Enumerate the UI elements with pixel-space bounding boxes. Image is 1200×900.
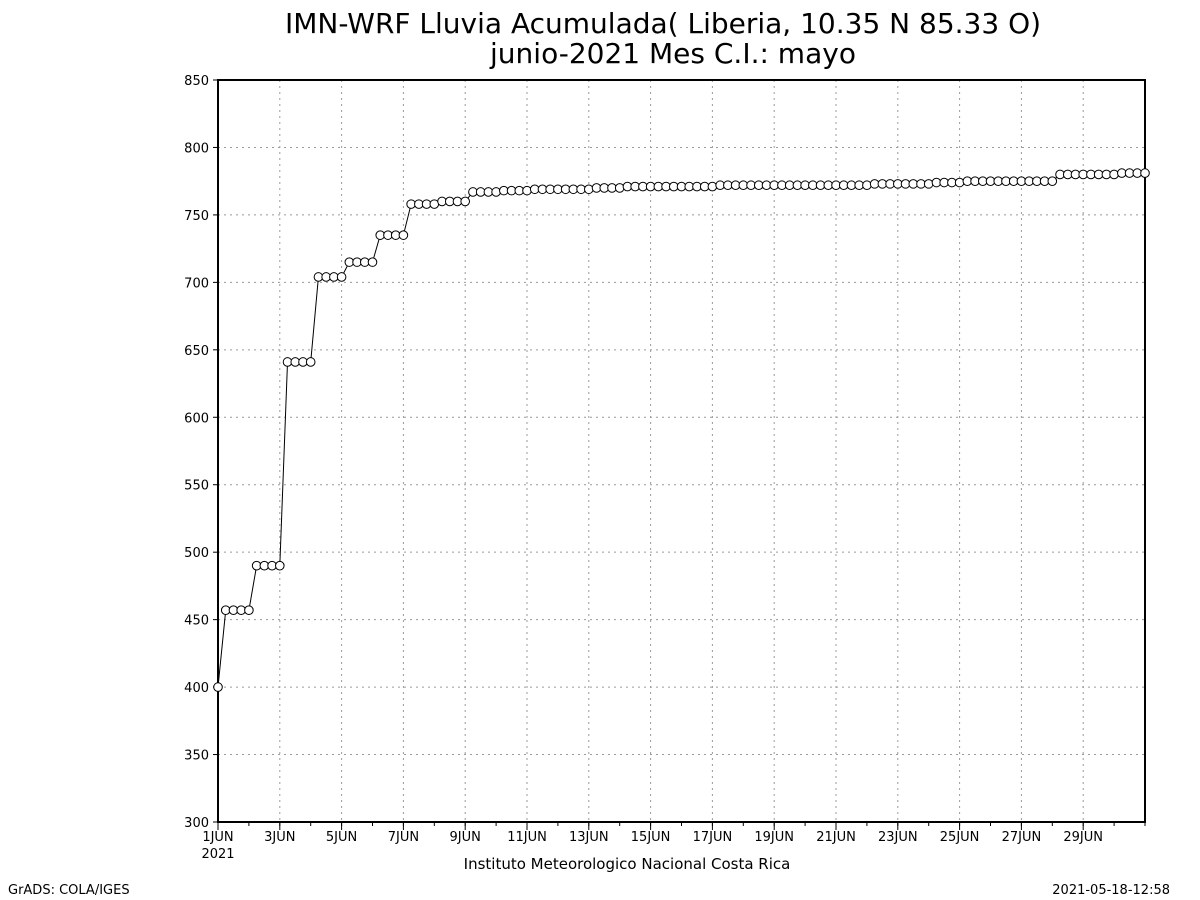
chart-title: IMN-WRF Lluvia Acumulada( Liberia, 10.35… — [285, 7, 1041, 40]
data-point — [584, 184, 594, 195]
x-tick-label: 5JUN — [326, 830, 357, 845]
x-tick-label: 23JUN — [878, 830, 918, 845]
data-point — [491, 187, 501, 197]
x-tick-label: 1JUN — [202, 830, 233, 845]
data-point — [336, 272, 347, 282]
credit-text: Instituto Meteorologico Nacional Costa R… — [464, 855, 791, 873]
software-credit: GrADS: COLA/IGES — [8, 883, 130, 898]
y-tick-label: 300 — [184, 816, 209, 831]
grid-lines — [218, 80, 1145, 822]
y-tick-label: 750 — [184, 209, 209, 224]
data-point — [707, 181, 718, 192]
x-tick-label: 21JUN — [816, 830, 856, 845]
y-axis: 300 350 400 450 500 550 600 650 700 750 800 850 — [184, 74, 218, 831]
x-tick-label: 15JUN — [631, 830, 671, 845]
x-tick-label: 11JUN — [507, 830, 547, 845]
data-point — [923, 179, 934, 189]
x-year-label: 2021 — [201, 847, 234, 862]
y-tick-label: 850 — [184, 74, 209, 89]
data-point — [305, 357, 316, 367]
y-tick-label: 550 — [184, 479, 209, 494]
data-point — [954, 177, 965, 188]
x-tick-label: 27JUN — [1002, 830, 1042, 845]
data-point — [460, 196, 471, 207]
x-tick-label: 9JUN — [450, 830, 481, 845]
x-axis: 1JUN 3JUN 5JUN 7JUN 9JUN 11JUN 13JUN 15JUN 17JUN… — [202, 822, 1146, 845]
series-line — [217, 172, 1145, 688]
y-tick-label: 700 — [184, 276, 209, 291]
y-tick-label: 500 — [184, 546, 209, 561]
y-tick-label: 600 — [184, 411, 209, 426]
x-tick-label: 29JUN — [1063, 830, 1103, 845]
data-point — [398, 230, 409, 240]
x-tick-label: 13JUN — [569, 830, 609, 845]
y-tick-label: 800 — [184, 141, 209, 156]
x-tick-label: 7JUN — [388, 830, 419, 845]
data-point — [244, 605, 254, 615]
x-tick-label: 19JUN — [754, 830, 794, 845]
y-tick-label: 450 — [184, 614, 209, 629]
data-point — [614, 183, 625, 193]
data-point — [1140, 168, 1150, 178]
x-tick-label: 25JUN — [940, 830, 980, 845]
data-point — [275, 560, 285, 571]
y-tick-label: 400 — [184, 681, 209, 696]
data-point — [1109, 169, 1119, 180]
data-point — [1047, 176, 1058, 186]
render-timestamp: 2021-05-18-12:58 — [1052, 883, 1170, 898]
data-point — [367, 257, 378, 267]
chart-subtitle: junio-2021 Mes C.I.: mayo — [489, 37, 856, 70]
x-tick-label: 3JUN — [264, 830, 295, 845]
data-point — [522, 185, 532, 196]
data-point — [862, 180, 872, 191]
series-accumulated-rain — [213, 168, 1150, 692]
x-tick-label: 17JUN — [693, 830, 733, 845]
y-tick-label: 350 — [184, 749, 209, 764]
data-point — [213, 682, 223, 692]
y-tick-label: 650 — [184, 344, 209, 359]
